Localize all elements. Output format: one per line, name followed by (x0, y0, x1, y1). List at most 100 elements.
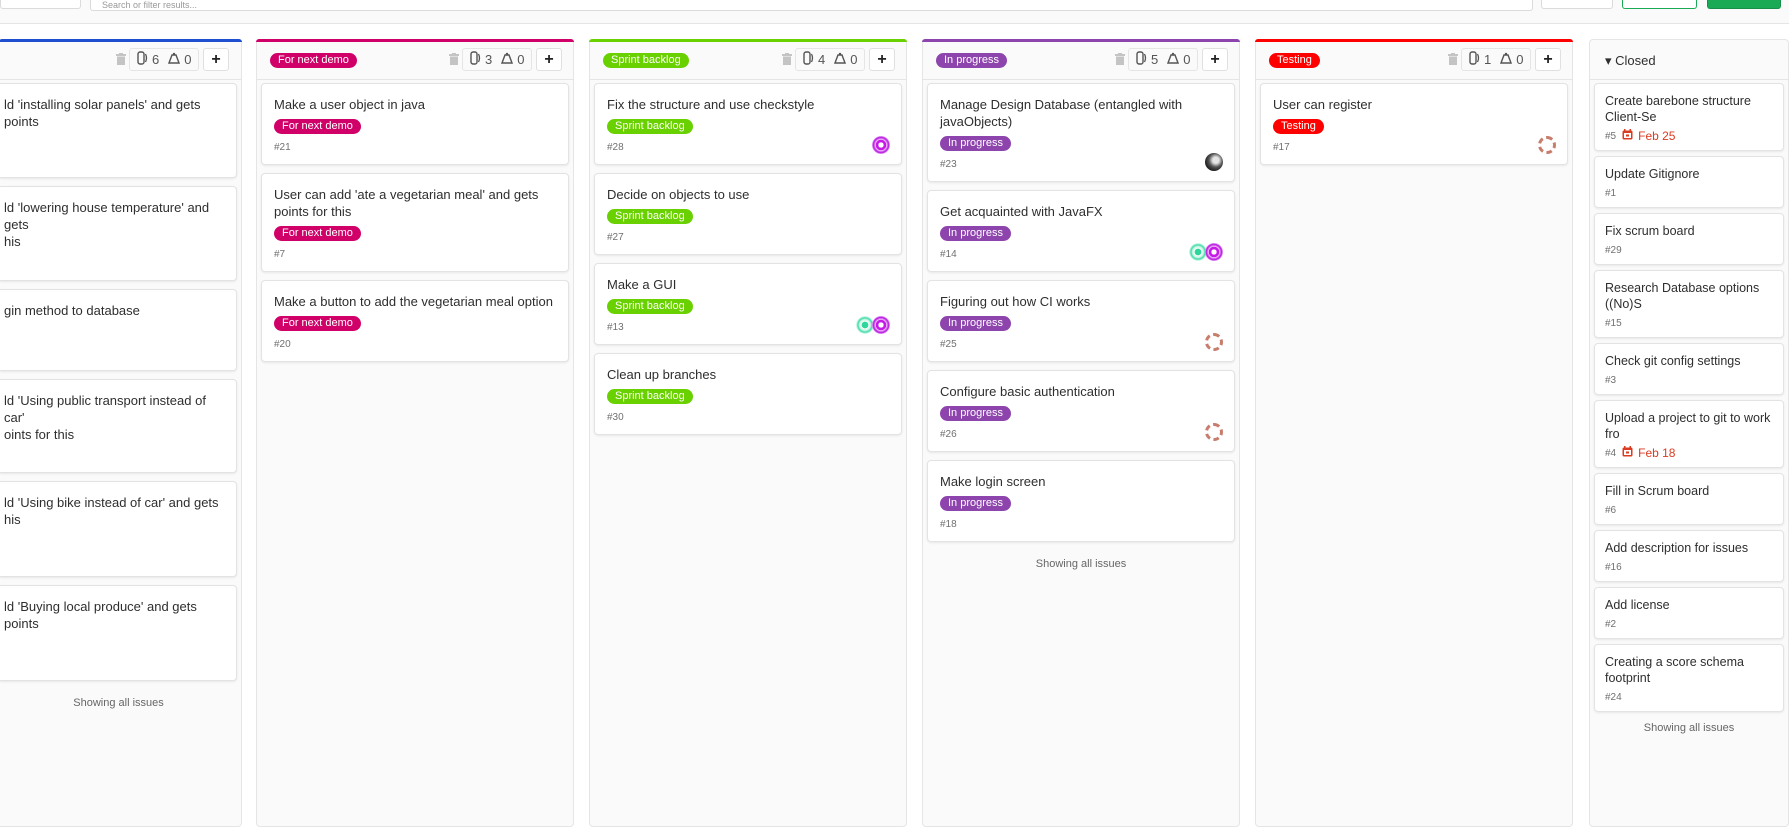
issue-title[interactable]: Fill in Scrum board (1605, 484, 1710, 498)
issue-title[interactable]: Upload a project to git to work fro (1605, 411, 1771, 441)
trash-icon[interactable] (782, 52, 792, 66)
issue-label[interactable]: For next demo (274, 119, 361, 134)
issue-label[interactable]: In progress (940, 316, 1012, 331)
issue-card[interactable]: Decide on objects to use Sprint backlog #2… (594, 173, 902, 255)
issue-title[interactable]: Add license (1605, 598, 1670, 612)
issue-label[interactable]: Sprint backlog (607, 299, 693, 314)
issue-card[interactable]: Fix scrum board #29 (1594, 213, 1784, 265)
avatar[interactable] (1205, 333, 1223, 351)
issue-card[interactable]: Configure basic authentication In progres… (927, 370, 1235, 452)
issue-card[interactable]: Add license #2 (1594, 587, 1784, 639)
search-input[interactable]: Search or filter results... (90, 0, 1533, 11)
trash-icon[interactable] (1448, 52, 1458, 66)
issue-title[interactable]: Make a GUI (607, 277, 677, 292)
issue-card[interactable]: Make login screen In progress #18 (927, 460, 1235, 542)
issue-title[interactable]: Manage Design Database (entangled with j… (940, 97, 1183, 129)
issue-title[interactable]: ld 'Using bike instead of car' and gets … (4, 495, 219, 527)
issue-title[interactable]: Make login screen (940, 474, 1046, 489)
issue-title[interactable]: Update Gitignore (1605, 167, 1700, 181)
toolbar-button[interactable] (1541, 0, 1613, 9)
issue-label[interactable]: Testing (1273, 119, 1324, 134)
issue-card[interactable]: ld 'lowering house temperature' and gets… (0, 186, 237, 281)
issue-label[interactable]: Sprint backlog (607, 119, 693, 134)
issue-number: #16 (1605, 561, 1622, 573)
issue-title[interactable]: ld 'Using public transport instead of ca… (4, 393, 206, 442)
avatar[interactable] (1538, 136, 1556, 154)
issue-title[interactable]: User can register (1273, 97, 1372, 112)
trash-icon[interactable] (116, 52, 126, 66)
issue-label[interactable]: For next demo (274, 316, 361, 331)
issue-card[interactable]: ld 'Using public transport instead of ca… (0, 379, 237, 473)
issue-label[interactable]: Sprint backlog (607, 209, 693, 224)
add-issue-button[interactable]: + (1535, 48, 1561, 71)
issue-card[interactable]: Create barebone structure Client-Se #5 Feb… (1594, 83, 1784, 151)
issue-label[interactable]: For next demo (274, 226, 361, 241)
issue-card[interactable]: Make a user object in java For next demo #… (261, 83, 569, 165)
issue-title[interactable]: User can add 'ate a vegetarian meal' and… (274, 187, 539, 219)
issue-label-wrap: In progress (940, 313, 1222, 331)
add-issue-button[interactable]: + (203, 48, 229, 71)
add-list-button[interactable] (1707, 0, 1781, 9)
issue-card[interactable]: Fix the structure and use checkstyle Spri… (594, 83, 902, 165)
avatar[interactable] (1205, 243, 1223, 261)
issue-card[interactable]: ld 'Buying local produce' and gets point… (0, 585, 237, 681)
toolbar-outline-button[interactable] (1622, 0, 1697, 9)
issue-card[interactable]: Update Gitignore #1 (1594, 156, 1784, 208)
issue-title[interactable]: Add description for issues (1605, 541, 1749, 555)
issue-card[interactable]: Check git config settings #3 (1594, 343, 1784, 395)
board-selector[interactable] (0, 0, 81, 9)
issue-title[interactable]: Figuring out how CI works (940, 294, 1091, 309)
issue-title[interactable]: ld 'lowering house temperature' and gets… (4, 200, 210, 249)
issue-title[interactable]: Decide on objects to use (607, 187, 750, 202)
closed-toggle[interactable]: ▾ Closed (1605, 53, 1656, 69)
issue-title[interactable]: Fix scrum board (1605, 224, 1695, 238)
issue-card[interactable]: Get acquainted with JavaFX In progress #14 (927, 190, 1235, 272)
issue-meta: #7 (274, 247, 556, 261)
issue-title[interactable]: Clean up branches (607, 367, 717, 382)
issue-title[interactable]: gin method to database (4, 303, 140, 318)
board-list: For next demo 3 0 + Make a user object in ja… (256, 39, 574, 827)
issue-card[interactable]: Manage Design Database (entangled with j… (927, 83, 1235, 182)
issue-card[interactable]: Make a button to add the vegetarian meal… (261, 280, 569, 362)
add-issue-button[interactable]: + (869, 48, 895, 71)
issue-label[interactable]: In progress (940, 406, 1012, 421)
issue-title[interactable]: ld 'Buying local produce' and gets point… (4, 599, 197, 631)
issue-card[interactable]: Fill in Scrum board #6 (1594, 473, 1784, 525)
avatar[interactable] (1205, 423, 1223, 441)
issue-card[interactable]: Figuring out how CI works In progress #25 (927, 280, 1235, 362)
issue-title[interactable]: Create barebone structure Client-Se (1605, 94, 1751, 124)
issue-label[interactable]: In progress (940, 496, 1012, 511)
issue-card[interactable]: Clean up branches Sprint backlog #30 (594, 353, 902, 435)
issue-card[interactable]: Research Database options ((No)S #15 (1594, 270, 1784, 338)
issue-title[interactable]: Make a user object in java (274, 97, 426, 112)
issue-card[interactable]: Creating a score schema footprint #24 (1594, 644, 1784, 712)
issue-card[interactable]: gin method to database (0, 289, 237, 371)
issue-card[interactable]: Upload a project to git to work fro #4 Feb… (1594, 400, 1784, 468)
trash-icon[interactable] (1115, 52, 1125, 66)
issue-card[interactable]: User can register Testing #17 (1260, 83, 1568, 165)
issue-title[interactable]: Creating a score schema footprint (1605, 655, 1744, 685)
trash-icon[interactable] (449, 52, 459, 66)
issue-card[interactable]: Make a GUI Sprint backlog #13 (594, 263, 902, 345)
avatar[interactable] (1189, 243, 1207, 261)
avatar[interactable] (856, 316, 874, 334)
issue-title[interactable]: Research Database options ((No)S (1605, 281, 1760, 311)
issue-card[interactable]: ld 'Using bike instead of car' and gets … (0, 481, 237, 577)
issue-title[interactable]: Make a button to add the vegetarian meal… (274, 294, 553, 309)
issue-title[interactable]: Get acquainted with JavaFX (940, 204, 1103, 219)
issue-title[interactable]: Check git config settings (1605, 354, 1741, 368)
issue-card[interactable]: User can add 'ate a vegetarian meal' and… (261, 173, 569, 272)
issue-title[interactable]: Fix the structure and use checkstyle (607, 97, 815, 112)
issue-label[interactable]: Sprint backlog (607, 389, 693, 404)
issue-title[interactable]: Configure basic authentication (940, 384, 1115, 399)
avatar[interactable] (872, 316, 890, 334)
issue-label[interactable]: In progress (940, 226, 1012, 241)
avatar[interactable] (872, 136, 890, 154)
add-issue-button[interactable]: + (1202, 48, 1228, 71)
avatar[interactable] (1205, 153, 1223, 171)
issue-title[interactable]: ld 'installing solar panels' and gets po… (4, 97, 201, 129)
issue-label[interactable]: In progress (940, 136, 1012, 151)
issue-card[interactable]: ld 'installing solar panels' and gets po… (0, 83, 237, 178)
issue-card[interactable]: Add description for issues #16 (1594, 530, 1784, 582)
add-issue-button[interactable]: + (536, 48, 562, 71)
